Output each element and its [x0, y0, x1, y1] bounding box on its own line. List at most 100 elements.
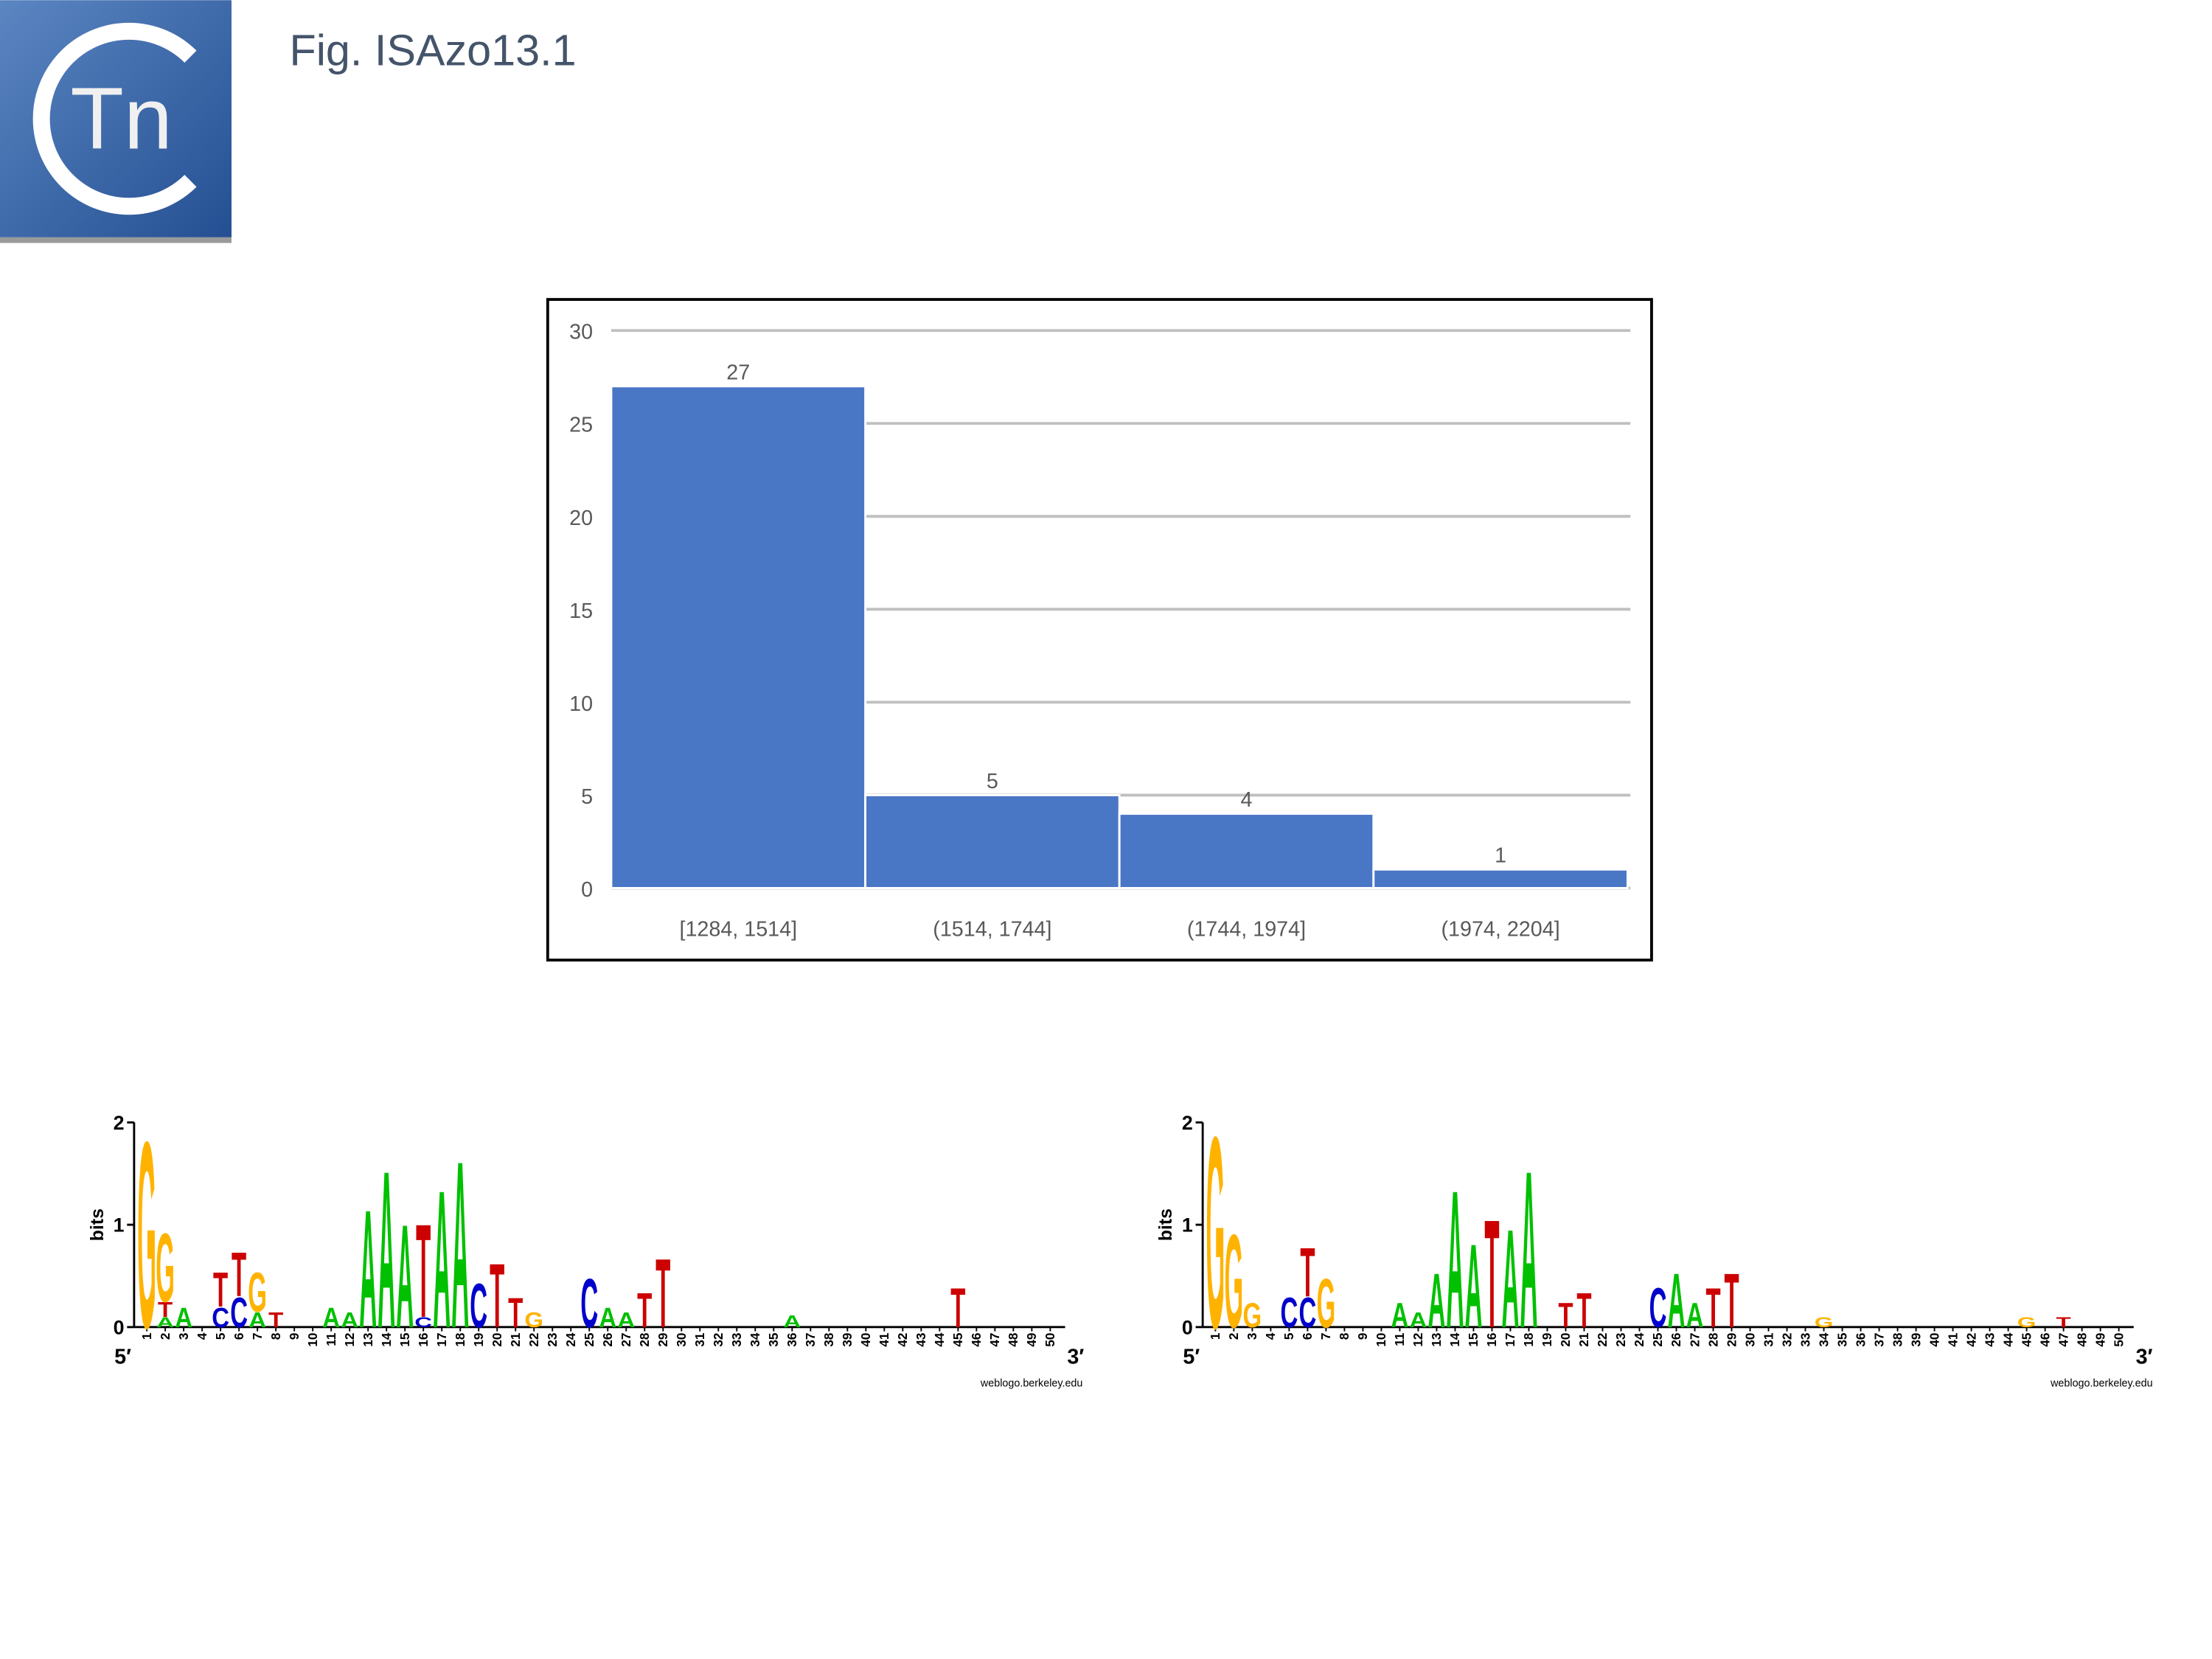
- x-tick-label: 28: [1705, 1332, 1720, 1347]
- logo-letter: T: [268, 1308, 283, 1332]
- x-tick-label: 11: [1392, 1332, 1407, 1346]
- logo-letter: A: [1502, 1200, 1520, 1357]
- x-tick-label: 35: [766, 1332, 781, 1347]
- x-tick-label: 29: [1724, 1333, 1739, 1347]
- x-tick-label: 26: [600, 1333, 615, 1347]
- x-tick-label: 20: [1558, 1333, 1573, 1347]
- logo-letter: C: [1649, 1277, 1667, 1339]
- x-tick-label: 4: [1263, 1332, 1278, 1340]
- logo-letter: C: [414, 1315, 432, 1330]
- logo-letter: G: [156, 1212, 175, 1323]
- x-tick-label: 3: [1245, 1333, 1259, 1340]
- x-tick-label: 33: [729, 1333, 744, 1347]
- value-label: 27: [726, 361, 750, 384]
- logo: Tn: [0, 0, 232, 243]
- x-tick-label: 37: [1871, 1333, 1886, 1347]
- x-tick-label: 31: [1761, 1332, 1775, 1347]
- three-prime-label: 3′: [1067, 1346, 1084, 1369]
- x-tick-label: 43: [1982, 1333, 1997, 1347]
- logo-letter: T: [950, 1277, 965, 1339]
- five-prime-label: 5′: [114, 1346, 131, 1369]
- logo-letter: A: [617, 1308, 635, 1332]
- x-tick-label: 25: [1650, 1332, 1665, 1347]
- x-tick-label: 22: [526, 1333, 541, 1347]
- x-tick-label: 42: [1964, 1333, 1978, 1347]
- logo-letter: T: [1576, 1283, 1591, 1338]
- x-tick-label: 27: [1687, 1333, 1702, 1347]
- logo-letter: T: [2056, 1315, 2072, 1330]
- logo-letter: G: [1243, 1295, 1262, 1335]
- logo-letter: T: [213, 1263, 228, 1318]
- logo-letter: T: [1558, 1295, 1573, 1335]
- y-tick-label: 15: [569, 599, 593, 623]
- logo-letter: A: [396, 1194, 414, 1359]
- x-tick-label: 34: [1816, 1332, 1831, 1347]
- credit: weblogo.berkeley.edu: [980, 1377, 1083, 1389]
- x-tick-label: 16: [1484, 1333, 1499, 1347]
- x-tick-label: 19: [471, 1333, 486, 1347]
- logo-letter: A: [378, 1124, 395, 1374]
- x-tick-label: 31: [692, 1332, 707, 1347]
- x-tick-label: 44: [932, 1332, 947, 1347]
- logo-letter: A: [783, 1312, 801, 1332]
- x-tick-label: 2: [158, 1333, 173, 1340]
- x-tick-label: 16: [416, 1333, 431, 1347]
- x-tick-label: 25: [582, 1332, 597, 1347]
- x-tick-label: (1744, 1974]: [1187, 918, 1306, 942]
- x-tick-label: 21: [1576, 1332, 1591, 1347]
- x-tick-label: (1974, 2204]: [1441, 918, 1559, 942]
- logo-letter: T: [490, 1245, 504, 1347]
- logo-text: Tn: [70, 70, 173, 167]
- x-tick-label: 41: [877, 1332, 891, 1347]
- x-tick-label: 1: [139, 1332, 154, 1340]
- logo-letter: G: [524, 1308, 543, 1332]
- x-tick-label: 40: [1927, 1333, 1941, 1347]
- x-tick-label: 24: [563, 1332, 578, 1347]
- bar: [1372, 868, 1629, 889]
- x-tick-label: 8: [268, 1332, 283, 1340]
- x-tick-label: 47: [987, 1333, 1002, 1347]
- x-tick-label: 39: [840, 1333, 855, 1347]
- x-tick-label: 6: [232, 1333, 246, 1340]
- x-tick-label: 10: [1374, 1333, 1388, 1347]
- x-tick-label: 15: [397, 1332, 412, 1347]
- x-tick-label: 38: [821, 1332, 836, 1347]
- value-label: 4: [1241, 788, 1253, 812]
- logo-letter: T: [1300, 1234, 1315, 1312]
- x-tick-label: 32: [711, 1333, 726, 1347]
- logo-letter: A: [433, 1150, 451, 1370]
- logo-arc: [32, 22, 197, 215]
- logo-letter: A: [1686, 1295, 1704, 1335]
- logo-letter: G: [1225, 1206, 1244, 1356]
- logo-letter: A: [599, 1302, 616, 1334]
- x-tick-label: 23: [545, 1333, 560, 1347]
- logo-letter: T: [232, 1239, 246, 1310]
- x-tick-label: 37: [803, 1333, 818, 1347]
- y-tick-label: 0: [114, 1316, 125, 1338]
- bar: [1118, 813, 1375, 889]
- x-tick-label: 7: [1318, 1333, 1333, 1340]
- x-tick-label: 23: [1613, 1333, 1628, 1347]
- x-tick-label: 35: [1834, 1332, 1849, 1347]
- x-tick-label: 22: [1595, 1333, 1610, 1347]
- logo-letter: G: [2017, 1315, 2037, 1330]
- credit: weblogo.berkeley.edu: [2050, 1377, 2153, 1389]
- x-tick-label: 39: [1908, 1333, 1923, 1347]
- logo-shadow: [0, 237, 232, 243]
- x-tick-label: 13: [361, 1333, 375, 1347]
- logo-letter: G: [1206, 1080, 1225, 1385]
- logo-letter: G: [1815, 1315, 1834, 1330]
- x-tick-label: 6: [1300, 1333, 1315, 1340]
- x-tick-label: 12: [342, 1333, 357, 1347]
- logo-letter: C: [470, 1270, 487, 1340]
- bar: [610, 385, 867, 889]
- x-tick-label: 49: [1024, 1333, 1039, 1347]
- x-tick-label: 3: [176, 1333, 191, 1340]
- logo-letter: C: [230, 1289, 248, 1336]
- x-tick-label: 36: [785, 1333, 799, 1347]
- x-tick-label: 8: [1337, 1332, 1352, 1340]
- x-tick-label: 19: [1540, 1333, 1554, 1347]
- x-tick-label: 48: [2074, 1332, 2089, 1347]
